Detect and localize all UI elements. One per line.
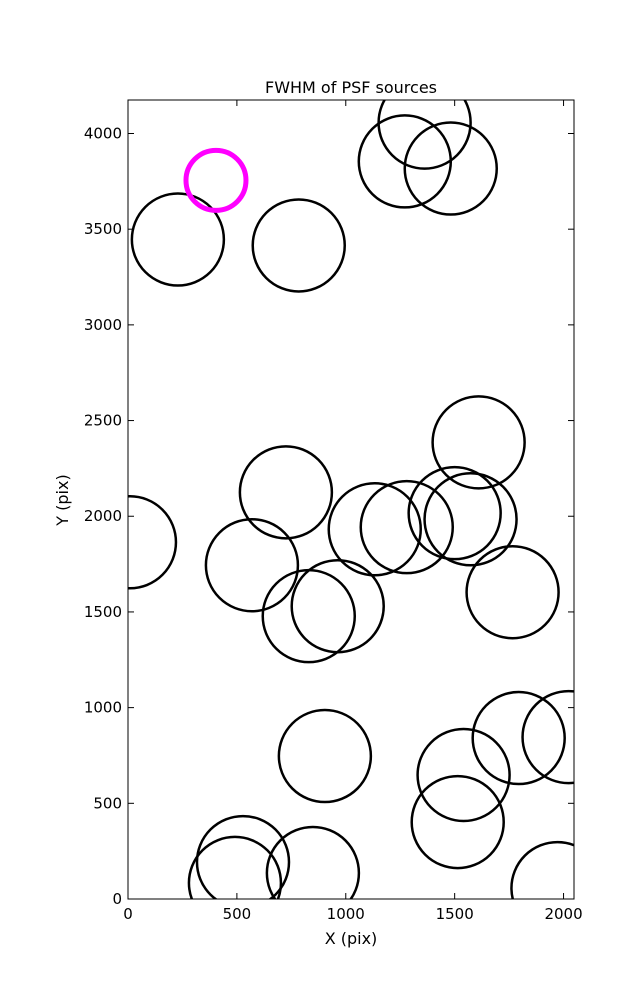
scatter-point bbox=[403, 121, 498, 216]
y-tick-label: 0 bbox=[112, 890, 122, 908]
x-axis-label: X (pix) bbox=[325, 929, 378, 948]
scatter-point bbox=[431, 395, 526, 490]
scatter-point bbox=[471, 690, 566, 786]
scatter-point bbox=[277, 708, 373, 804]
chart-title: FWHM of PSF sources bbox=[265, 78, 437, 97]
y-tick-label: 3000 bbox=[84, 316, 122, 334]
scatter-point bbox=[407, 465, 502, 561]
x-tick-label: 1000 bbox=[327, 905, 365, 923]
scatter-point bbox=[357, 114, 453, 209]
y-tick-label: 3500 bbox=[84, 220, 122, 238]
scatter-point bbox=[410, 774, 505, 870]
scatter-point bbox=[204, 517, 300, 613]
scatter-point bbox=[251, 198, 346, 293]
y-tick-label: 1500 bbox=[84, 603, 122, 621]
x-tick-label: 2000 bbox=[544, 905, 582, 923]
scatter-point bbox=[416, 727, 511, 823]
scatter-point bbox=[327, 482, 422, 577]
scatter-point bbox=[510, 840, 574, 899]
scatter-point bbox=[261, 568, 357, 664]
x-tick-label: 1500 bbox=[436, 905, 474, 923]
scatter-point bbox=[128, 495, 178, 590]
scatter-point bbox=[195, 814, 291, 899]
y-tick-label: 2500 bbox=[84, 412, 122, 430]
scatter-point bbox=[521, 689, 574, 785]
scatter-point bbox=[423, 472, 518, 567]
y-axis-label: Y (pix) bbox=[53, 474, 72, 526]
x-tick-label: 0 bbox=[123, 905, 133, 923]
y-tick-label: 500 bbox=[93, 794, 122, 812]
plot-area bbox=[128, 100, 574, 899]
y-tick-label: 2000 bbox=[84, 507, 122, 525]
scatter-point bbox=[183, 147, 249, 213]
scatter-point bbox=[465, 544, 560, 640]
x-tick-label: 500 bbox=[223, 905, 252, 923]
scatter-point bbox=[187, 835, 283, 899]
scatter-point bbox=[265, 825, 361, 899]
scatter-point bbox=[359, 479, 454, 575]
scatter-point bbox=[130, 192, 226, 287]
y-tick-label: 4000 bbox=[84, 124, 122, 142]
scatter-point bbox=[290, 558, 385, 654]
y-tick-label: 1000 bbox=[84, 699, 122, 717]
scatter-point bbox=[238, 445, 334, 540]
axes-frame bbox=[127, 99, 575, 900]
